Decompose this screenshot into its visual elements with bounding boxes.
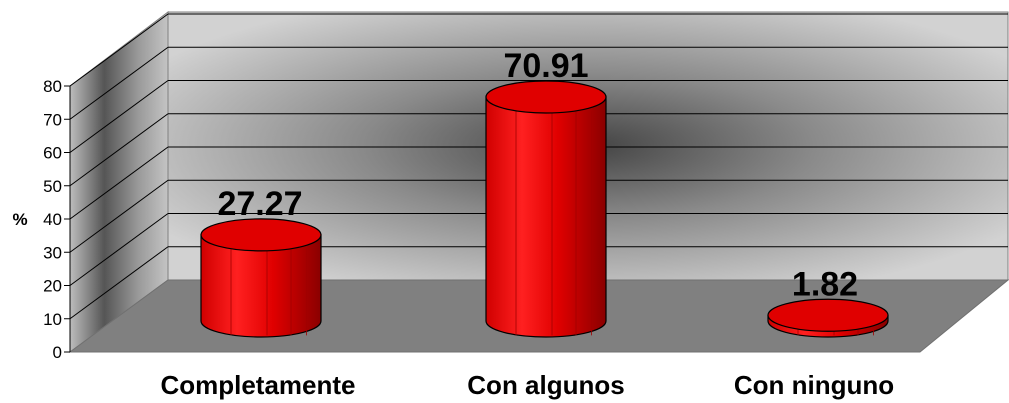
y-tick-label: 80 <box>43 77 62 96</box>
bar-1 <box>200 218 322 338</box>
bar-body <box>485 96 607 338</box>
bar-top <box>485 80 607 114</box>
y-tick-label: 50 <box>43 177 62 196</box>
y-tick-label: 60 <box>43 144 62 163</box>
data-label-2: 70.91 <box>503 47 588 85</box>
y-tick-label: 0 <box>53 343 62 362</box>
y-tick-label: 20 <box>43 277 62 296</box>
data-label-3: 1.82 <box>792 265 858 303</box>
bar-top <box>767 298 889 332</box>
bars <box>200 80 889 338</box>
gridline-side <box>69 113 169 187</box>
y-axis: 0 10 20 30 40 50 60 70 80 <box>43 77 71 362</box>
y-axis-label: % <box>12 210 27 229</box>
gridline-side <box>69 213 169 286</box>
data-labels: 27.27 70.91 1.82 <box>217 47 858 303</box>
y-tick-label: 30 <box>43 243 62 262</box>
gridline-side <box>69 246 169 320</box>
category-label-2: Con algunos <box>467 370 624 400</box>
category-label-1: Completamente <box>160 370 355 400</box>
gridline-side <box>69 13 169 87</box>
gridline-side <box>69 146 169 220</box>
bar-2 <box>485 80 607 338</box>
category-label-3: Con ninguno <box>734 370 894 400</box>
gridline-side <box>69 46 169 120</box>
y-tick-label: 40 <box>43 210 62 229</box>
bar-3 <box>767 298 889 338</box>
y-tick-label: 10 <box>43 310 62 329</box>
y-tick-label: 70 <box>43 110 62 129</box>
bar-top <box>200 218 322 252</box>
data-label-1: 27.27 <box>217 185 302 223</box>
gridline-side <box>69 179 169 253</box>
category-labels: Completamente Con algunos Con ninguno <box>160 370 894 400</box>
gridline-side <box>69 80 169 153</box>
